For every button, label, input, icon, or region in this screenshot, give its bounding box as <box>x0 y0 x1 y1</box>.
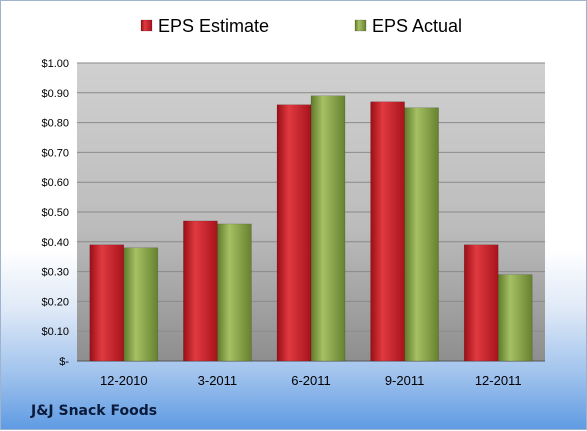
bar-actual <box>123 247 159 362</box>
x-tick-label: 6-2011 <box>291 373 331 388</box>
y-tick-label: $0.50 <box>41 207 69 219</box>
y-tick-label: $0.30 <box>41 267 69 279</box>
bar-estimate <box>89 244 125 362</box>
bar-actual <box>497 274 533 362</box>
legend-swatch-estimate <box>140 19 153 32</box>
y-tick-label: $0.70 <box>41 147 69 159</box>
x-tick-label: 12-2010 <box>100 373 148 388</box>
x-tick-label: 9-2011 <box>385 373 425 388</box>
bar-estimate <box>276 104 312 362</box>
y-tick-label: $0.80 <box>41 118 69 130</box>
y-tick-label: $0.90 <box>41 88 69 100</box>
bar-estimate <box>183 220 218 362</box>
bar-estimate <box>463 244 499 362</box>
y-tick-label: $1.00 <box>41 58 69 70</box>
bar-actual <box>404 107 439 362</box>
bar-actual <box>310 95 346 362</box>
x-tick-label: 3-2011 <box>198 373 238 388</box>
y-tick-label: $0.10 <box>41 326 69 338</box>
legend-swatch-actual <box>354 19 367 32</box>
y-tick-label: $0.40 <box>41 237 69 249</box>
legend-label-estimate: EPS Estimate <box>158 16 269 36</box>
company-name: J&J Snack Foods <box>31 403 158 419</box>
y-tick-label: $0.60 <box>41 177 69 189</box>
legend-label-actual: EPS Actual <box>372 16 462 36</box>
bar-estimate <box>370 101 405 362</box>
y-tick-label: $0.20 <box>41 296 69 308</box>
x-tick-label: 12-2011 <box>475 373 522 388</box>
bar-actual <box>217 223 252 362</box>
y-tick-label: $- <box>59 356 69 368</box>
